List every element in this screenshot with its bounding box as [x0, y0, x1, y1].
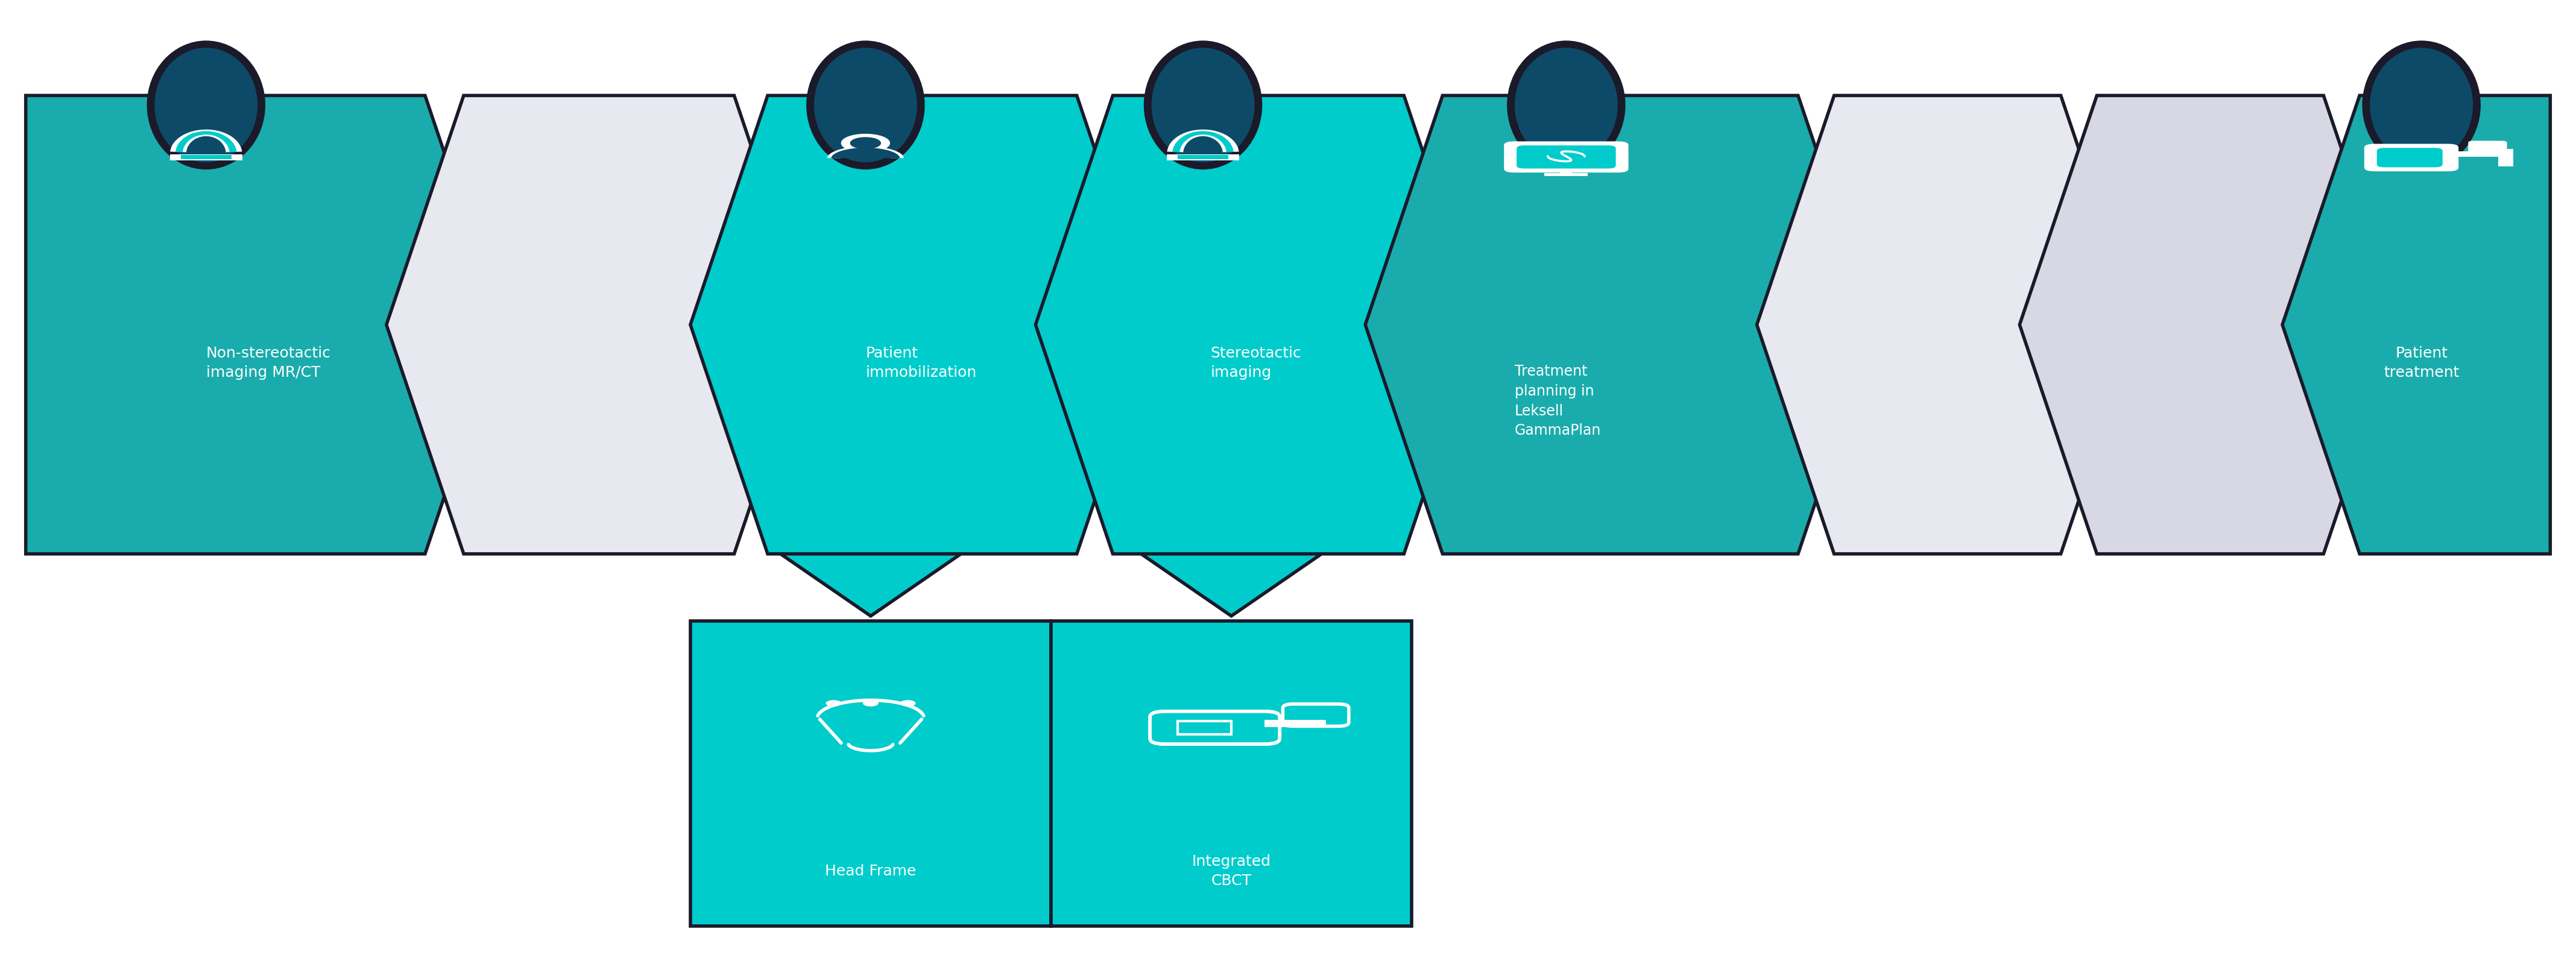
Bar — [170, 155, 242, 160]
Text: Patient
immobilization: Patient immobilization — [866, 346, 976, 380]
Polygon shape — [1365, 96, 1875, 554]
Polygon shape — [386, 96, 811, 554]
Ellipse shape — [155, 48, 258, 162]
Text: Stereotactic
imaging: Stereotactic imaging — [1211, 346, 1301, 380]
Text: Treatment
planning in
Leksell
GammaPlan: Treatment planning in Leksell GammaPlan — [1515, 365, 1602, 437]
Bar — [2447, 152, 2501, 157]
Polygon shape — [2282, 96, 2550, 554]
Bar — [1167, 155, 1239, 160]
FancyBboxPatch shape — [1517, 145, 1615, 168]
Polygon shape — [1365, 96, 1875, 554]
Polygon shape — [1757, 96, 2138, 554]
Ellipse shape — [806, 40, 925, 170]
Bar — [1177, 721, 1231, 734]
Circle shape — [863, 701, 878, 706]
FancyBboxPatch shape — [2468, 140, 2506, 155]
Bar — [1177, 155, 1229, 159]
Ellipse shape — [1507, 40, 1625, 170]
Polygon shape — [26, 96, 502, 554]
Bar — [1546, 173, 1587, 176]
Circle shape — [827, 701, 840, 706]
Polygon shape — [2282, 96, 2550, 554]
Text: Non-stereotactic
imaging MR/CT: Non-stereotactic imaging MR/CT — [206, 346, 330, 380]
Polygon shape — [1141, 554, 1321, 616]
Polygon shape — [690, 96, 1154, 554]
Text: Head Frame: Head Frame — [824, 864, 917, 879]
Polygon shape — [690, 96, 1154, 554]
Bar — [1561, 168, 1571, 174]
Bar — [690, 621, 1051, 926]
Polygon shape — [1172, 131, 1234, 152]
Ellipse shape — [814, 48, 917, 162]
FancyBboxPatch shape — [2365, 144, 2458, 171]
FancyBboxPatch shape — [1504, 141, 1628, 173]
Polygon shape — [827, 146, 904, 159]
Polygon shape — [2020, 96, 2401, 554]
Polygon shape — [1757, 96, 2138, 554]
Bar — [180, 155, 232, 159]
Circle shape — [842, 134, 889, 152]
Polygon shape — [170, 130, 242, 152]
Ellipse shape — [1515, 48, 1618, 162]
Polygon shape — [175, 131, 237, 152]
Polygon shape — [1036, 96, 1481, 554]
Ellipse shape — [147, 40, 265, 170]
Circle shape — [850, 138, 881, 149]
Bar — [1051, 621, 1412, 926]
Polygon shape — [2020, 96, 2401, 554]
Polygon shape — [1167, 130, 1239, 152]
Ellipse shape — [2370, 48, 2473, 162]
Polygon shape — [26, 96, 502, 554]
Bar — [1265, 720, 1327, 727]
Polygon shape — [781, 554, 961, 616]
Circle shape — [902, 701, 914, 706]
Bar — [2499, 149, 2514, 166]
Polygon shape — [1036, 96, 1481, 554]
Ellipse shape — [1144, 40, 1262, 170]
Ellipse shape — [1151, 48, 1255, 162]
Ellipse shape — [2362, 40, 2481, 170]
Polygon shape — [832, 148, 899, 159]
Text: Patient
treatment: Patient treatment — [2383, 346, 2460, 380]
FancyBboxPatch shape — [2378, 148, 2442, 167]
Text: Integrated
CBCT: Integrated CBCT — [1193, 855, 1270, 888]
Polygon shape — [386, 96, 811, 554]
